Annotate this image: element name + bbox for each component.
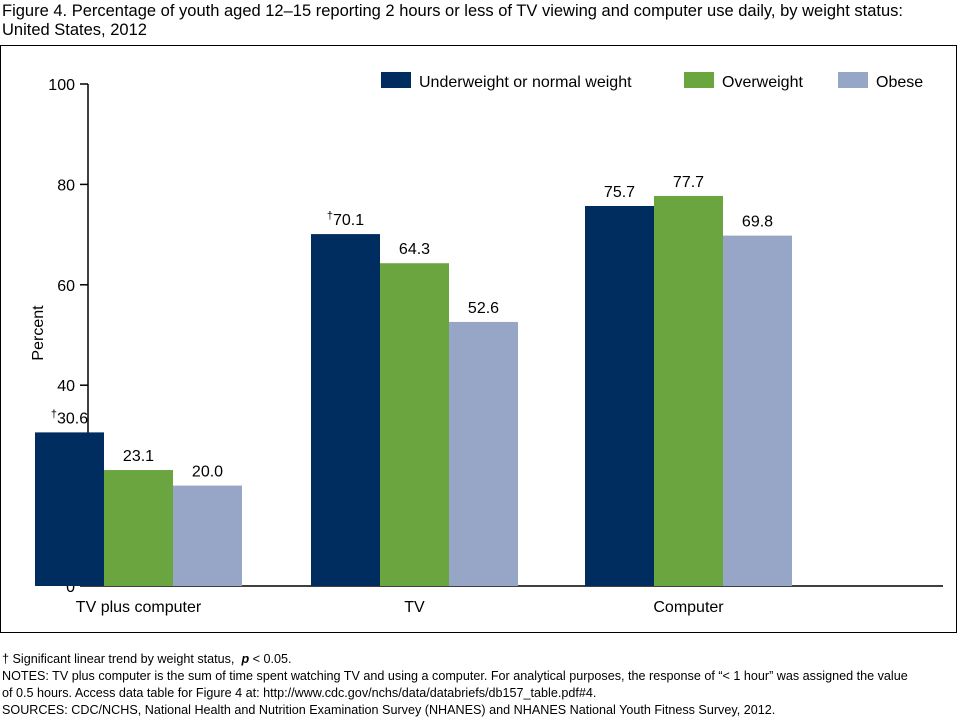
- bar: [449, 321, 518, 586]
- chart-frame: 020406080100 TV plus computerTVComputer …: [0, 45, 957, 633]
- x-category-label: TV plus computer: [76, 599, 202, 616]
- legend-swatch: [684, 72, 714, 88]
- bar-value-label: 69.8: [742, 214, 773, 231]
- y-tick-label: 100: [48, 77, 75, 94]
- bar-value: 70.1: [333, 212, 364, 229]
- bar-value-label: 75.7: [604, 184, 635, 201]
- notes-line-1: NOTES: TV plus computer is the sum of ti…: [2, 669, 908, 683]
- bar: [173, 485, 242, 586]
- bars: [35, 195, 792, 587]
- bar: [104, 470, 173, 586]
- bar-value-label: 77.7: [673, 174, 704, 191]
- legend-label: Overweight: [722, 74, 803, 91]
- legend-label: Underweight or normal weight: [419, 74, 632, 91]
- bar-value-label: 64.3: [399, 241, 430, 258]
- trend-footnote-mark: †: [2, 652, 10, 666]
- x-axis: TV plus computer TV Computer: [76, 585, 943, 616]
- figure-title: Figure 4. Percentage of youth aged 12–15…: [2, 2, 903, 39]
- bar: [585, 205, 654, 586]
- bar: [311, 234, 380, 586]
- bar-value-label: 23.1: [123, 448, 154, 465]
- trend-footnote-p-rest: < 0.05.: [252, 652, 292, 666]
- bar-value-label: †70.1: [327, 210, 364, 229]
- y-tick-label: 60: [57, 278, 75, 295]
- trend-footnote-text: Significant linear trend by weight statu…: [12, 652, 235, 666]
- y-axis-title: Percent: [30, 305, 47, 361]
- bar-value-label: †30.6: [51, 408, 88, 427]
- x-category-label: Computer: [653, 599, 724, 616]
- y-tick-label: 80: [57, 177, 75, 194]
- y-tick-label: 40: [57, 378, 75, 395]
- bar-labels: †30.6†70.175.723.164.377.720.052.669.8: [51, 174, 773, 481]
- trend-footnote-p: p: [241, 652, 250, 666]
- bar: [35, 432, 104, 586]
- trend-mark: †: [327, 210, 333, 222]
- bar: [654, 195, 723, 587]
- legend-swatch: [838, 72, 868, 88]
- legend-swatch: [381, 72, 411, 88]
- trend-mark: †: [51, 408, 57, 420]
- bar: [380, 263, 449, 586]
- legend-label: Obese: [876, 74, 923, 91]
- trend-footnote: † Significant linear trend by weight sta…: [2, 651, 957, 668]
- x-category-label: TV: [404, 599, 425, 616]
- notes-line-2: of 0.5 hours. Access data table for Figu…: [2, 686, 597, 700]
- y-tick-label: 0: [66, 579, 75, 596]
- bar-chart: 020406080100 TV plus computerTVComputer …: [30, 72, 943, 616]
- bar-value-label: 20.0: [192, 464, 223, 481]
- legend: Underweight or normal weight Overweight Ob…: [381, 72, 923, 91]
- bar: [723, 235, 792, 586]
- sources-line: SOURCES: CDC/NCHS, National Health and N…: [2, 703, 776, 717]
- bar-value-label: 52.6: [468, 300, 499, 317]
- bar-value: 30.6: [57, 410, 88, 427]
- footnotes: † Significant linear trend by weight sta…: [2, 651, 957, 719]
